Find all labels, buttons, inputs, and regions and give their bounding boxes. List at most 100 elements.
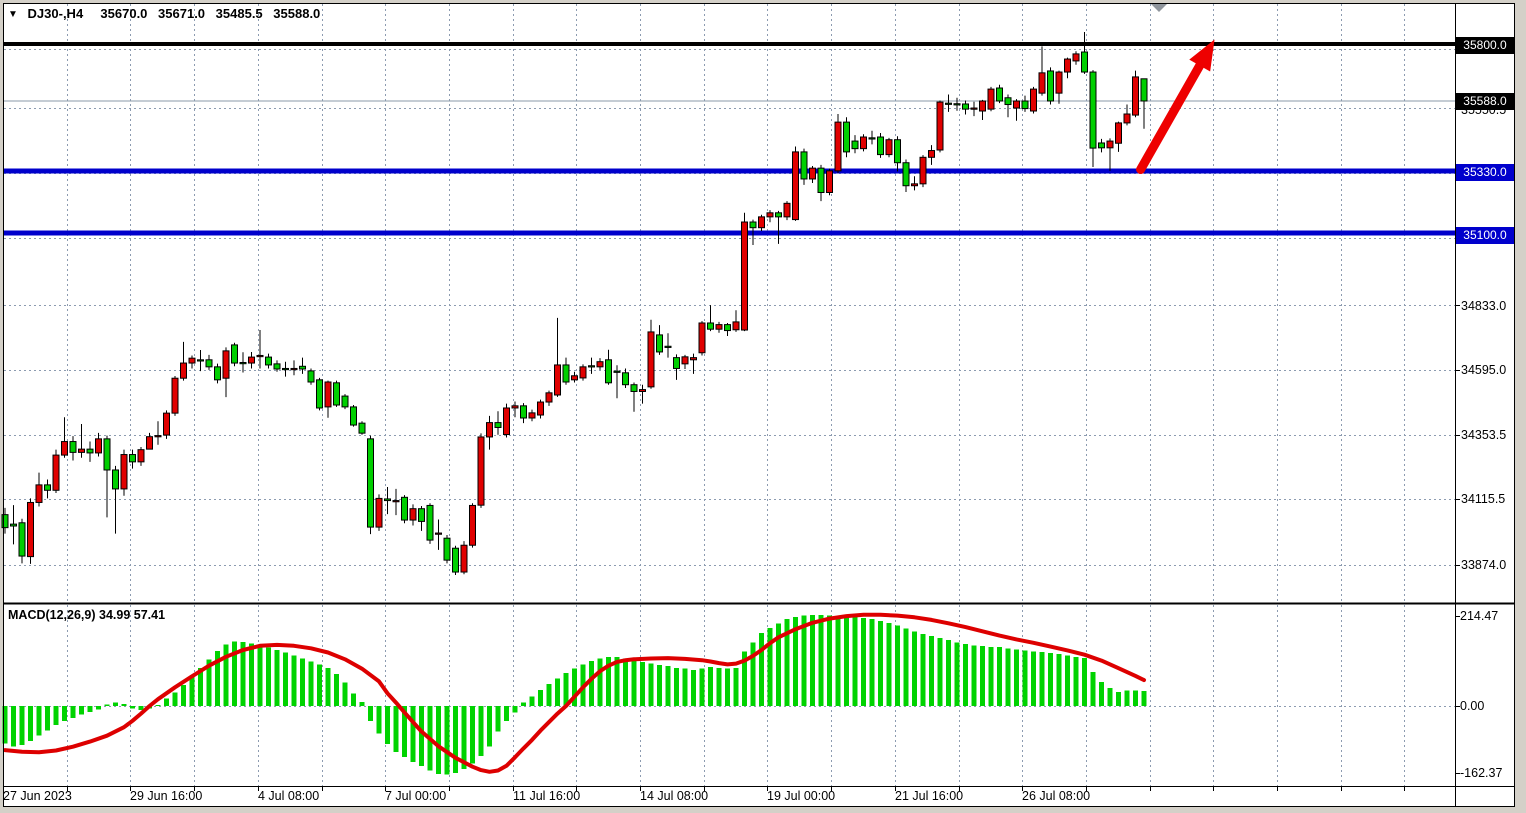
candle xyxy=(1132,70,1139,118)
candle xyxy=(426,503,434,544)
candle xyxy=(775,210,782,244)
candle xyxy=(690,353,697,374)
candle xyxy=(630,382,638,412)
candle xyxy=(86,441,94,462)
ohlc-open: 35670.0 xyxy=(100,6,148,21)
candle xyxy=(1055,70,1063,104)
candle xyxy=(299,357,306,374)
candle xyxy=(222,347,230,398)
candle xyxy=(724,322,731,336)
price-axis-label: 34833.0 xyxy=(1461,299,1507,313)
candle xyxy=(817,164,825,202)
candle xyxy=(350,405,357,427)
symbol-dropdown-icon[interactable]: ▼ xyxy=(8,9,18,20)
macd-axis-label: -162.37 xyxy=(1460,766,1503,780)
candle xyxy=(197,350,204,372)
time-axis-label: 14 Jul 08:00 xyxy=(640,789,709,803)
candle xyxy=(792,146,799,221)
candle xyxy=(953,97,961,111)
candle xyxy=(936,100,944,153)
candle xyxy=(146,432,153,450)
chart-shift-marker-icon[interactable] xyxy=(1151,4,1167,12)
candle xyxy=(1004,94,1012,118)
candle xyxy=(290,360,298,376)
price-badge-resistance: 35800.0 xyxy=(1456,37,1514,54)
candle xyxy=(367,435,374,535)
candle xyxy=(341,394,349,410)
candle xyxy=(95,432,102,457)
candle xyxy=(885,137,893,158)
candle xyxy=(868,130,876,145)
candle xyxy=(112,465,119,534)
macd-axis-label: 0.00 xyxy=(1460,699,1485,713)
time-axis-label: 11 Jul 16:00 xyxy=(513,789,581,803)
candle xyxy=(316,377,323,411)
candle xyxy=(843,117,850,158)
candle xyxy=(605,349,612,385)
candle xyxy=(979,99,986,120)
candle xyxy=(1030,86,1037,114)
chart-header: ▼ DJ30-,H4 35670.0 35671.0 35485.5 35588… xyxy=(8,7,327,23)
candle xyxy=(528,409,536,422)
candle xyxy=(834,113,842,174)
candle xyxy=(120,449,128,496)
price-badge-current: 35588.0 xyxy=(1456,93,1514,110)
candle xyxy=(248,351,255,369)
candle xyxy=(826,168,833,196)
candle xyxy=(205,354,213,370)
candle xyxy=(273,360,281,372)
candle xyxy=(928,145,935,165)
candle xyxy=(987,86,995,112)
candle xyxy=(970,101,978,117)
candle xyxy=(741,212,748,332)
candle xyxy=(256,330,264,369)
price-pane[interactable] xyxy=(4,4,1455,604)
candle xyxy=(188,355,196,369)
macd-axis-label: 214.47 xyxy=(1460,609,1499,623)
candle xyxy=(1038,46,1046,96)
candle xyxy=(1072,51,1080,65)
time-axis-label: 26 Jul 08:00 xyxy=(1022,789,1091,803)
trend-up-arrow[interactable] xyxy=(1136,39,1215,174)
candle xyxy=(588,357,595,374)
candle xyxy=(180,341,187,381)
candle xyxy=(265,353,272,369)
candle xyxy=(494,411,502,435)
candle xyxy=(766,210,774,223)
candle xyxy=(783,201,791,221)
candle xyxy=(1081,31,1088,74)
macd-signal-line xyxy=(3,612,1146,774)
candle xyxy=(613,365,621,399)
candle xyxy=(10,505,17,545)
candlestick-series xyxy=(1,31,1148,576)
candle xyxy=(1,507,9,534)
candle xyxy=(486,415,493,450)
candle xyxy=(579,364,587,381)
candle xyxy=(894,136,901,172)
candle xyxy=(1098,138,1105,153)
candle xyxy=(18,518,26,564)
candle xyxy=(443,534,451,564)
price-badge-support-1: 35330.0 xyxy=(1456,164,1514,181)
panel-borders-and-ticks xyxy=(3,3,1515,807)
candle xyxy=(163,410,170,439)
candle xyxy=(758,214,765,231)
candle xyxy=(1123,104,1131,126)
time-axis-label: 7 Jul 00:00 xyxy=(385,789,447,803)
candle xyxy=(673,354,680,380)
candle xyxy=(860,134,867,152)
ohlc-low: 35485.5 xyxy=(215,6,263,21)
symbol-period-label: DJ30-,H4 xyxy=(27,6,84,21)
candle xyxy=(231,342,238,367)
candle xyxy=(409,504,417,526)
candle xyxy=(715,321,723,333)
candle xyxy=(307,368,315,385)
candle xyxy=(44,479,51,499)
candle xyxy=(1021,95,1029,112)
time-axis-label: 19 Jul 00:00 xyxy=(767,789,836,803)
time-axis-label: 27 Jun 2023 xyxy=(3,789,72,803)
candle xyxy=(384,487,391,515)
ohlc-high: 35671.0 xyxy=(158,6,206,21)
candle xyxy=(698,321,706,356)
candle xyxy=(1089,70,1097,168)
